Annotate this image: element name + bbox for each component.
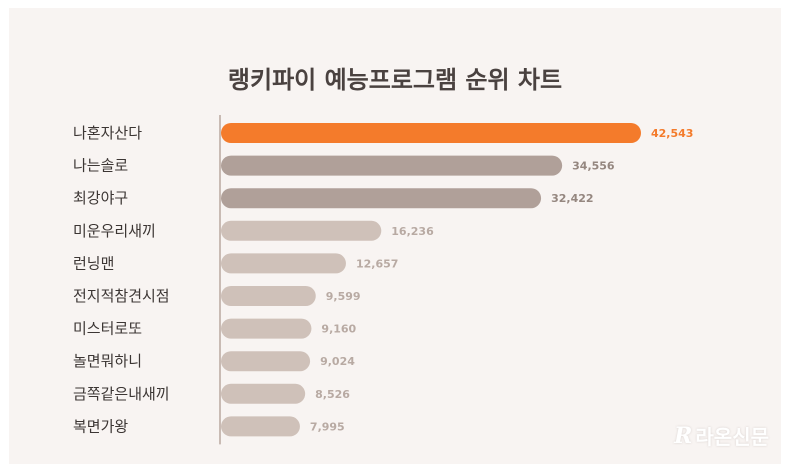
value-label: 9,160	[321, 323, 356, 336]
logo-mark-icon: R	[674, 422, 693, 449]
logo-text: 라온신문	[695, 425, 769, 449]
value-label: 42,543	[651, 127, 693, 140]
category-label: 최강야구	[73, 189, 128, 207]
publisher-logo: R 라온신문	[674, 421, 769, 450]
category-label: 미스터로또	[73, 320, 142, 338]
value-label: 7,995	[310, 420, 345, 433]
bar	[221, 188, 542, 209]
chart-card: 랭키파이 예능프로그램 순위 차트 나혼자산다 42,543 나는솔로 34,556 최…	[9, 8, 781, 464]
bar	[221, 123, 641, 143]
category-label: 전지적참견시점	[73, 287, 170, 305]
bar	[221, 416, 300, 437]
value-label: 34,556	[572, 160, 615, 173]
bar	[221, 286, 316, 306]
category-label: 금쪽같은내새끼	[73, 385, 170, 403]
value-label: 16,236	[391, 225, 434, 238]
bar	[221, 318, 312, 339]
category-label: 나는솔로	[73, 157, 128, 175]
value-label: 9,599	[326, 290, 361, 303]
value-label: 32,422	[551, 192, 593, 205]
bar	[221, 383, 306, 404]
category-label: 런닝맨	[73, 254, 114, 272]
bar	[221, 351, 311, 372]
bar-chart: 나혼자산다 42,543 나는솔로 34,556 최강야구 32,422 미운우리새끼 16,…	[73, 115, 693, 445]
bar	[221, 253, 346, 274]
bar	[221, 220, 382, 241]
category-label: 나혼자산다	[73, 124, 142, 142]
category-label: 놀면뭐하니	[73, 352, 142, 370]
bar	[221, 155, 563, 176]
category-label: 복면가왕	[73, 417, 128, 435]
value-label: 8,526	[315, 388, 350, 401]
value-label: 9,024	[320, 355, 355, 368]
chart-title: 랭키파이 예능프로그램 순위 차트	[227, 66, 563, 94]
category-label: 미운우리새끼	[73, 222, 156, 240]
value-label: 12,657	[356, 257, 398, 270]
